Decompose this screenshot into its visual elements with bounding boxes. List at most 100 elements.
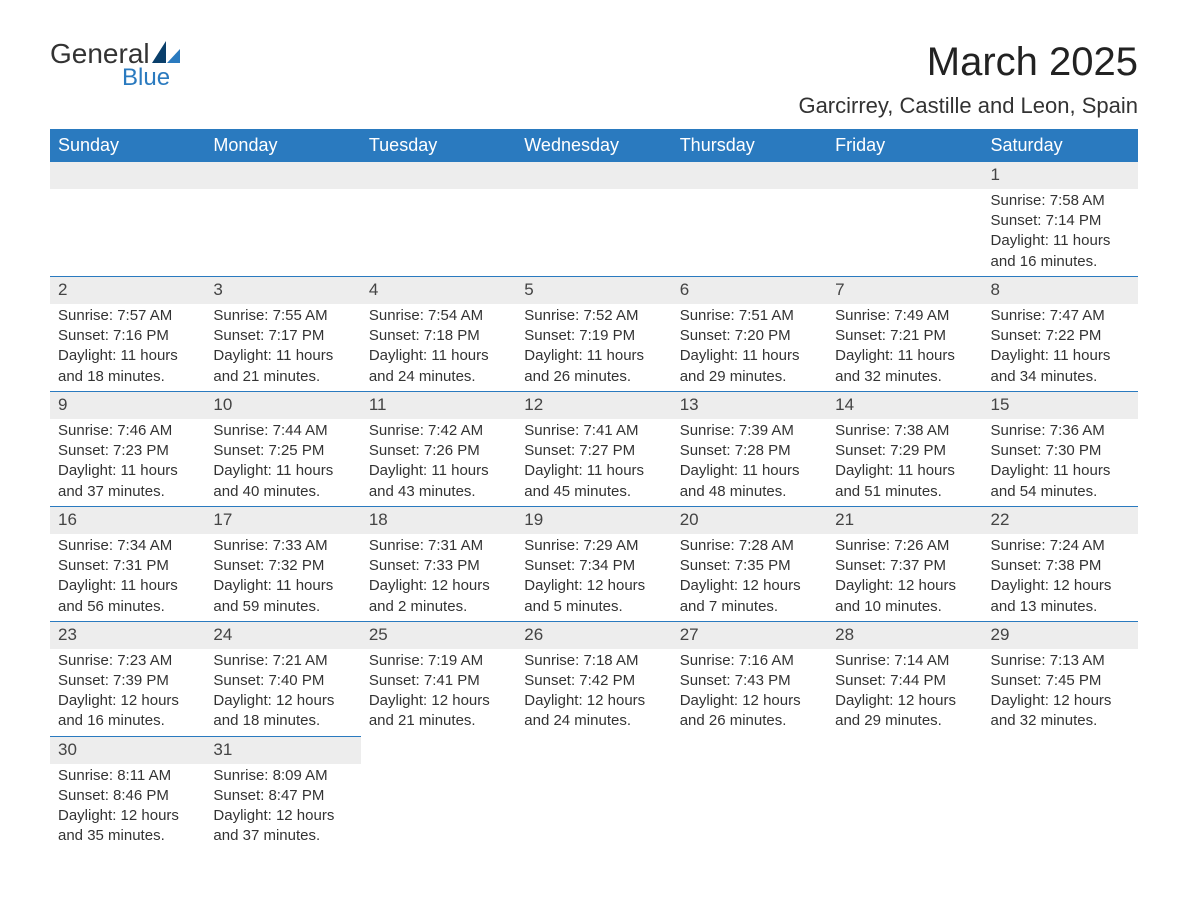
calendar-cell (827, 162, 982, 276)
calendar-cell: 22Sunrise: 7:24 AMSunset: 7:38 PMDayligh… (983, 506, 1138, 621)
calendar-cell (50, 162, 205, 276)
sunset-text: Sunset: 7:17 PM (213, 326, 352, 346)
sunset-text: Sunset: 7:14 PM (991, 211, 1130, 231)
calendar-cell: 4Sunrise: 7:54 AMSunset: 7:18 PMDaylight… (361, 276, 516, 391)
calendar-cell: 17Sunrise: 7:33 AMSunset: 7:32 PMDayligh… (205, 506, 360, 621)
sunrise-text: Sunrise: 7:14 AM (835, 651, 974, 671)
day-number-bar: 26 (516, 621, 671, 649)
weekday-header: Sunday (50, 129, 205, 162)
daylight-text: Daylight: 11 hours and 54 minutes. (991, 461, 1130, 502)
sunrise-text: Sunrise: 7:18 AM (524, 651, 663, 671)
day-number-bar: 15 (983, 391, 1138, 419)
day-body: Sunrise: 7:33 AMSunset: 7:32 PMDaylight:… (205, 534, 360, 621)
day-number-bar: 6 (672, 276, 827, 304)
calendar-cell: 18Sunrise: 7:31 AMSunset: 7:33 PMDayligh… (361, 506, 516, 621)
sunset-text: Sunset: 7:32 PM (213, 556, 352, 576)
day-number-bar: 5 (516, 276, 671, 304)
weekday-header: Friday (827, 129, 982, 162)
day-body: Sunrise: 7:47 AMSunset: 7:22 PMDaylight:… (983, 304, 1138, 391)
calendar-cell: 9Sunrise: 7:46 AMSunset: 7:23 PMDaylight… (50, 391, 205, 506)
daylight-text: Daylight: 12 hours and 16 minutes. (58, 691, 197, 732)
day-number-bar: 4 (361, 276, 516, 304)
sunrise-text: Sunrise: 7:31 AM (369, 536, 508, 556)
sunset-text: Sunset: 8:47 PM (213, 786, 352, 806)
sunrise-text: Sunrise: 7:44 AM (213, 421, 352, 441)
day-number-bar (672, 162, 827, 189)
day-body: Sunrise: 7:18 AMSunset: 7:42 PMDaylight:… (516, 649, 671, 736)
sunrise-text: Sunrise: 7:39 AM (680, 421, 819, 441)
day-number-bar: 9 (50, 391, 205, 419)
sunrise-text: Sunrise: 7:13 AM (991, 651, 1130, 671)
calendar-cell: 15Sunrise: 7:36 AMSunset: 7:30 PMDayligh… (983, 391, 1138, 506)
logo: General Blue (50, 40, 180, 90)
daylight-text: Daylight: 11 hours and 59 minutes. (213, 576, 352, 617)
day-number-bar: 2 (50, 276, 205, 304)
sunset-text: Sunset: 7:39 PM (58, 671, 197, 691)
day-number-bar: 17 (205, 506, 360, 534)
daylight-text: Daylight: 12 hours and 10 minutes. (835, 576, 974, 617)
sunset-text: Sunset: 7:18 PM (369, 326, 508, 346)
calendar-cell: 1Sunrise: 7:58 AMSunset: 7:14 PMDaylight… (983, 162, 1138, 276)
logo-text-blue: Blue (122, 66, 180, 90)
calendar-cell: 19Sunrise: 7:29 AMSunset: 7:34 PMDayligh… (516, 506, 671, 621)
daylight-text: Daylight: 11 hours and 16 minutes. (991, 231, 1130, 272)
calendar-cell: 2Sunrise: 7:57 AMSunset: 7:16 PMDaylight… (50, 276, 205, 391)
daylight-text: Daylight: 11 hours and 43 minutes. (369, 461, 508, 502)
sunrise-text: Sunrise: 7:29 AM (524, 536, 663, 556)
header: General Blue March 2025 Garcirrey, Casti… (50, 40, 1138, 119)
day-body: Sunrise: 7:26 AMSunset: 7:37 PMDaylight:… (827, 534, 982, 621)
sunset-text: Sunset: 7:28 PM (680, 441, 819, 461)
calendar-cell (516, 162, 671, 276)
calendar-cell: 20Sunrise: 7:28 AMSunset: 7:35 PMDayligh… (672, 506, 827, 621)
calendar-cell: 25Sunrise: 7:19 AMSunset: 7:41 PMDayligh… (361, 621, 516, 736)
day-number-bar: 24 (205, 621, 360, 649)
day-body: Sunrise: 7:21 AMSunset: 7:40 PMDaylight:… (205, 649, 360, 736)
sunset-text: Sunset: 7:41 PM (369, 671, 508, 691)
day-number-bar (516, 162, 671, 189)
calendar-cell (516, 736, 671, 851)
calendar-head: Sunday Monday Tuesday Wednesday Thursday… (50, 129, 1138, 162)
sunrise-text: Sunrise: 7:41 AM (524, 421, 663, 441)
day-body: Sunrise: 7:52 AMSunset: 7:19 PMDaylight:… (516, 304, 671, 391)
day-number-bar: 21 (827, 506, 982, 534)
calendar-cell: 8Sunrise: 7:47 AMSunset: 7:22 PMDaylight… (983, 276, 1138, 391)
sunset-text: Sunset: 7:20 PM (680, 326, 819, 346)
day-body: Sunrise: 7:54 AMSunset: 7:18 PMDaylight:… (361, 304, 516, 391)
day-number-bar (827, 162, 982, 189)
sunset-text: Sunset: 8:46 PM (58, 786, 197, 806)
calendar-row: 16Sunrise: 7:34 AMSunset: 7:31 PMDayligh… (50, 506, 1138, 621)
calendar-cell: 23Sunrise: 7:23 AMSunset: 7:39 PMDayligh… (50, 621, 205, 736)
daylight-text: Daylight: 11 hours and 48 minutes. (680, 461, 819, 502)
day-body: Sunrise: 7:58 AMSunset: 7:14 PMDaylight:… (983, 189, 1138, 276)
calendar-cell: 11Sunrise: 7:42 AMSunset: 7:26 PMDayligh… (361, 391, 516, 506)
calendar-cell (672, 162, 827, 276)
sunrise-text: Sunrise: 7:49 AM (835, 306, 974, 326)
calendar-row: 30Sunrise: 8:11 AMSunset: 8:46 PMDayligh… (50, 736, 1138, 851)
day-body: Sunrise: 7:23 AMSunset: 7:39 PMDaylight:… (50, 649, 205, 736)
daylight-text: Daylight: 11 hours and 34 minutes. (991, 346, 1130, 387)
sunset-text: Sunset: 7:40 PM (213, 671, 352, 691)
daylight-text: Daylight: 12 hours and 32 minutes. (991, 691, 1130, 732)
calendar-cell: 24Sunrise: 7:21 AMSunset: 7:40 PMDayligh… (205, 621, 360, 736)
day-number-bar: 3 (205, 276, 360, 304)
calendar-cell: 26Sunrise: 7:18 AMSunset: 7:42 PMDayligh… (516, 621, 671, 736)
calendar-row: 1Sunrise: 7:58 AMSunset: 7:14 PMDaylight… (50, 162, 1138, 276)
daylight-text: Daylight: 11 hours and 26 minutes. (524, 346, 663, 387)
sunset-text: Sunset: 7:27 PM (524, 441, 663, 461)
sunset-text: Sunset: 7:30 PM (991, 441, 1130, 461)
sunrise-text: Sunrise: 7:57 AM (58, 306, 197, 326)
day-number-bar: 14 (827, 391, 982, 419)
sunset-text: Sunset: 7:37 PM (835, 556, 974, 576)
daylight-text: Daylight: 12 hours and 37 minutes. (213, 806, 352, 847)
day-body: Sunrise: 7:55 AMSunset: 7:17 PMDaylight:… (205, 304, 360, 391)
daylight-text: Daylight: 11 hours and 51 minutes. (835, 461, 974, 502)
title-block: March 2025 Garcirrey, Castille and Leon,… (798, 40, 1138, 119)
location-subtitle: Garcirrey, Castille and Leon, Spain (798, 93, 1138, 119)
sunset-text: Sunset: 7:21 PM (835, 326, 974, 346)
day-body: Sunrise: 7:39 AMSunset: 7:28 PMDaylight:… (672, 419, 827, 506)
sunrise-text: Sunrise: 7:55 AM (213, 306, 352, 326)
day-body: Sunrise: 7:57 AMSunset: 7:16 PMDaylight:… (50, 304, 205, 391)
day-body: Sunrise: 7:19 AMSunset: 7:41 PMDaylight:… (361, 649, 516, 736)
day-body: Sunrise: 7:49 AMSunset: 7:21 PMDaylight:… (827, 304, 982, 391)
day-number-bar: 30 (50, 736, 205, 764)
